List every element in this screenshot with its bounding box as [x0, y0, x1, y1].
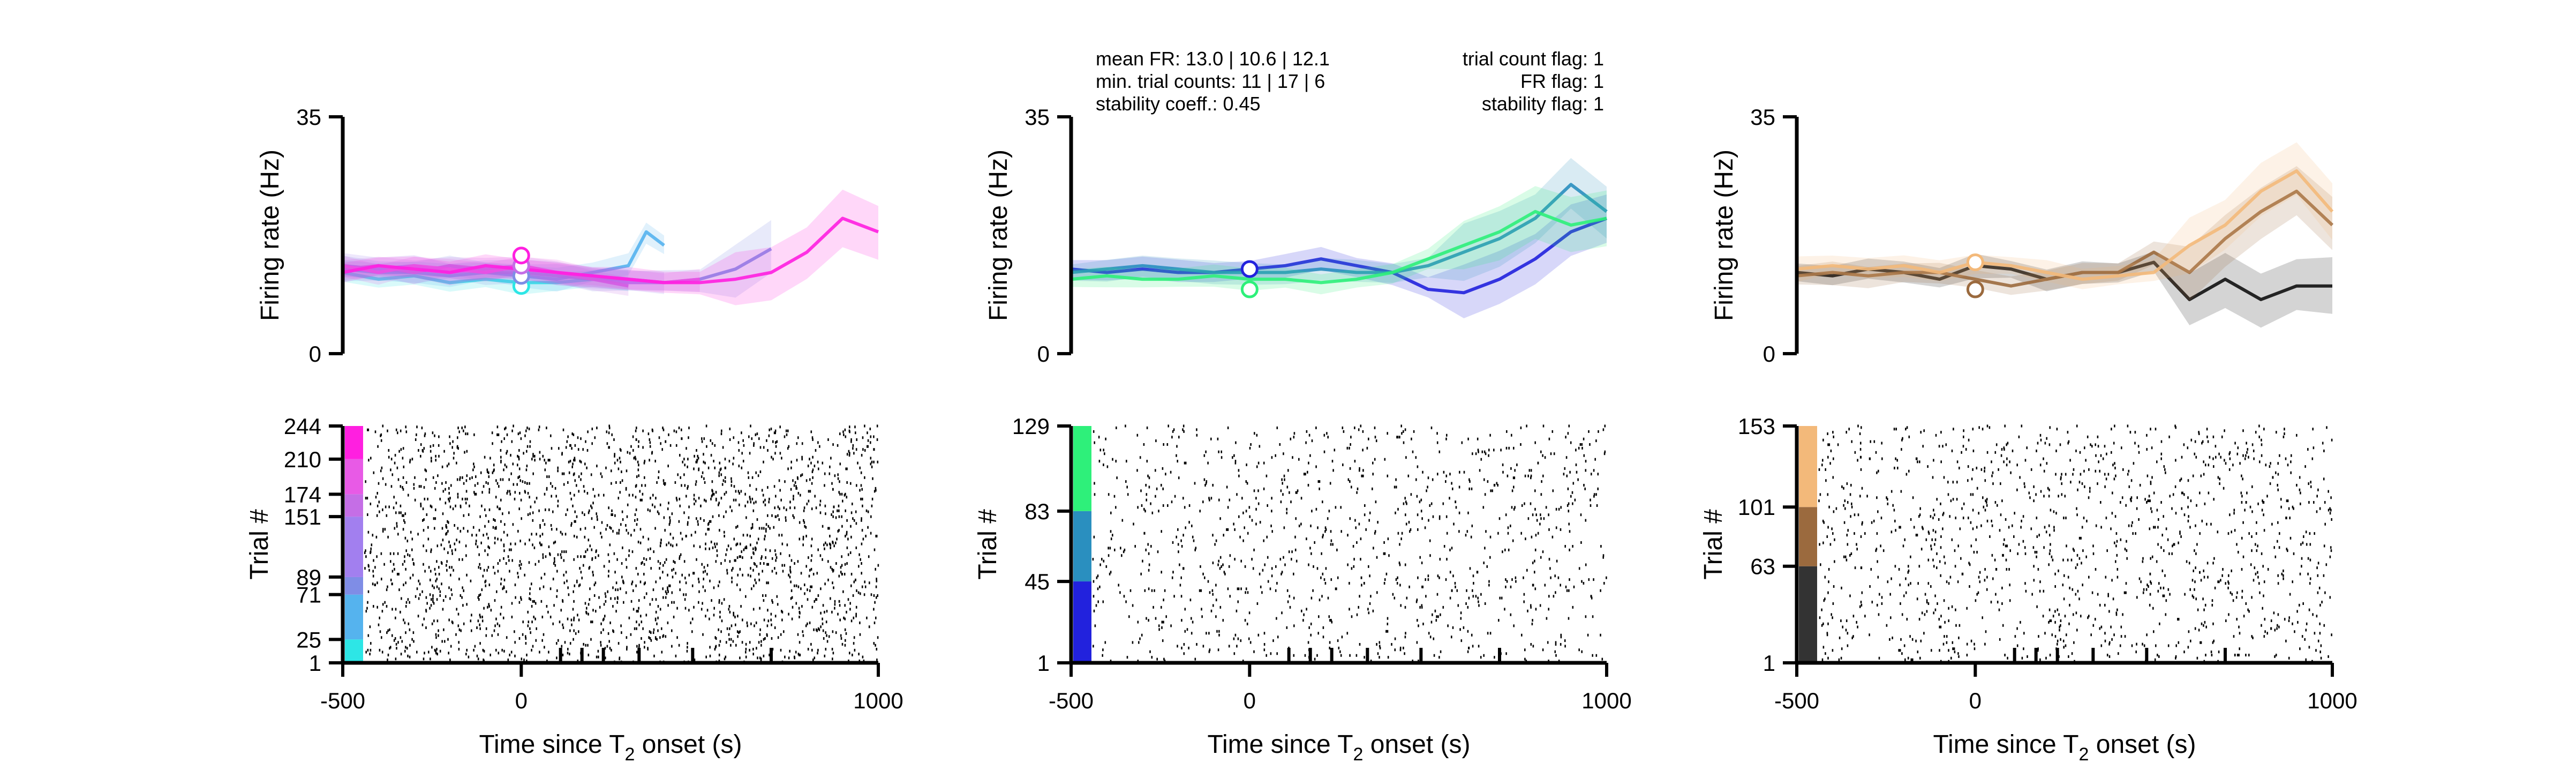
x-axis-label-suffix: onset (s) [2089, 730, 2196, 759]
y-tick-label: 89 [296, 565, 321, 590]
condition-bar-segment [1073, 426, 1091, 511]
condition-bar-segment [345, 517, 363, 577]
condition-bar-segment [345, 459, 363, 495]
spike-raster [1092, 424, 1607, 664]
stats-annotation: stability coeff.: 0.45 [1096, 93, 1261, 115]
x-axis-label-suffix: onset (s) [1363, 730, 1470, 759]
x-axis-label-main: Time since T [1207, 730, 1353, 759]
x-axis-label-suffix: onset (s) [635, 730, 742, 759]
spike-raster [364, 424, 879, 664]
x-axis-label-main: Time since T [1933, 730, 2078, 759]
condition-bar-segment [345, 639, 363, 663]
condition-bar-segment [345, 594, 363, 640]
raster-panel-3: 1 63 101 153 Trial # -500 0 1000 Time since T2 o… [1699, 414, 2357, 765]
y-tick-label: 1 [1763, 651, 1775, 676]
x-axis-label-subscript: 2 [1353, 744, 1364, 765]
event-marker [1966, 280, 1984, 298]
y-tick-label: 35 [1750, 104, 1775, 130]
series-line [342, 216, 879, 285]
stats-annotation: mean FR: 13.0 | 10.6 | 12.1 [1096, 48, 1330, 70]
line-panel-2: 0 35 Firing rate (Hz) mean FR: 13.0 | 10.6 … [984, 48, 1608, 367]
y-tick-label: 35 [296, 104, 321, 130]
y-tick-label: 244 [284, 414, 321, 439]
y-tick-label: 0 [1037, 341, 1050, 367]
series-band [1071, 194, 1607, 318]
y-axis-label: Firing rate (Hz) [1710, 149, 1738, 321]
series-line [342, 271, 629, 285]
condition-bar-segment [345, 426, 363, 459]
y-tick-label: 129 [1012, 414, 1050, 439]
stats-annotation: min. trial counts: 11 | 17 | 6 [1096, 70, 1325, 92]
x-tick-label: 0 [515, 688, 528, 713]
condition-bar-segment [1799, 426, 1817, 507]
line-panel-1: 0 35 Firing rate (Hz) [256, 104, 879, 367]
y-axis-label: Firing rate (Hz) [256, 149, 284, 321]
x-tick-label: 0 [1244, 688, 1256, 713]
x-tick-label: -500 [320, 688, 365, 713]
spike-raster [1818, 424, 2333, 664]
series-band [343, 189, 878, 305]
x-axis-label-main: Time since T [479, 730, 624, 759]
y-tick-label: 153 [1738, 414, 1775, 439]
condition-bar-segment [1073, 581, 1091, 663]
y-tick-label: 210 [284, 447, 321, 472]
y-tick-label: 151 [284, 504, 321, 529]
condition-bar-segment [345, 577, 363, 595]
y-tick-label: 63 [1750, 554, 1775, 579]
x-axis-label-subscript: 2 [2079, 744, 2089, 765]
y-tick-label: 1 [1037, 651, 1050, 676]
y-tick-label: 0 [1763, 341, 1775, 367]
series-band [1797, 142, 2332, 289]
series-line [1071, 183, 1608, 274]
flag-annotation: stability flag: 1 [1482, 93, 1604, 115]
series-band [343, 220, 771, 298]
condition-bar-segment [345, 494, 363, 517]
y-tick-label: 0 [309, 341, 321, 367]
y-axis-label: Trial # [1699, 509, 1728, 580]
series-line [1796, 169, 2334, 281]
series-band [343, 253, 664, 294]
series-band [1797, 166, 2332, 301]
series-band [1071, 186, 1607, 295]
raster-panel-2: 1 45 83 129 Trial # -500 0 1000 Time since T2 on… [974, 414, 1632, 765]
condition-bar-segment [1073, 511, 1091, 582]
y-tick-label: 45 [1025, 569, 1050, 594]
x-tick-label: 1000 [2307, 688, 2357, 713]
series-line [1071, 216, 1608, 295]
condition-bar-segment [1799, 566, 1817, 663]
y-tick-label: 71 [296, 582, 321, 608]
flag-annotation: trial count flag: 1 [1463, 48, 1604, 70]
y-axis-label: Firing rate (Hz) [984, 149, 1013, 321]
series-line [1071, 210, 1607, 285]
x-axis-label: Time since T2 onset (s) [1933, 730, 2196, 765]
x-axis-label-subscript: 2 [625, 744, 635, 765]
y-tick-label: 101 [1738, 495, 1775, 520]
y-tick-label: 25 [296, 627, 321, 652]
y-tick-label: 174 [284, 482, 321, 507]
event-marker [1966, 253, 1984, 272]
y-tick-label: 83 [1025, 499, 1050, 524]
line-panel-3: 0 35 Firing rate (Hz) [1710, 104, 2334, 367]
x-axis-label: Time since T2 onset (s) [1207, 730, 1470, 765]
event-marker [512, 246, 530, 265]
condition-bar-segment [1799, 507, 1817, 566]
y-axis-label: Trial # [245, 509, 274, 580]
y-axis-label: Trial # [974, 509, 1002, 580]
event-marker [1240, 260, 1259, 278]
x-tick-label: 0 [1969, 688, 1982, 713]
x-tick-label: -500 [1774, 688, 1819, 713]
x-tick-label: 1000 [1581, 688, 1631, 713]
x-tick-label: -500 [1049, 688, 1094, 713]
event-marker [1240, 280, 1259, 298]
x-tick-label: 1000 [853, 688, 903, 713]
x-axis-label: Time since T2 onset (s) [479, 730, 742, 765]
flag-annotation: FR flag: 1 [1520, 70, 1604, 92]
series-band [1071, 158, 1607, 285]
y-tick-label: 1 [309, 651, 321, 676]
y-tick-label: 35 [1025, 104, 1050, 130]
